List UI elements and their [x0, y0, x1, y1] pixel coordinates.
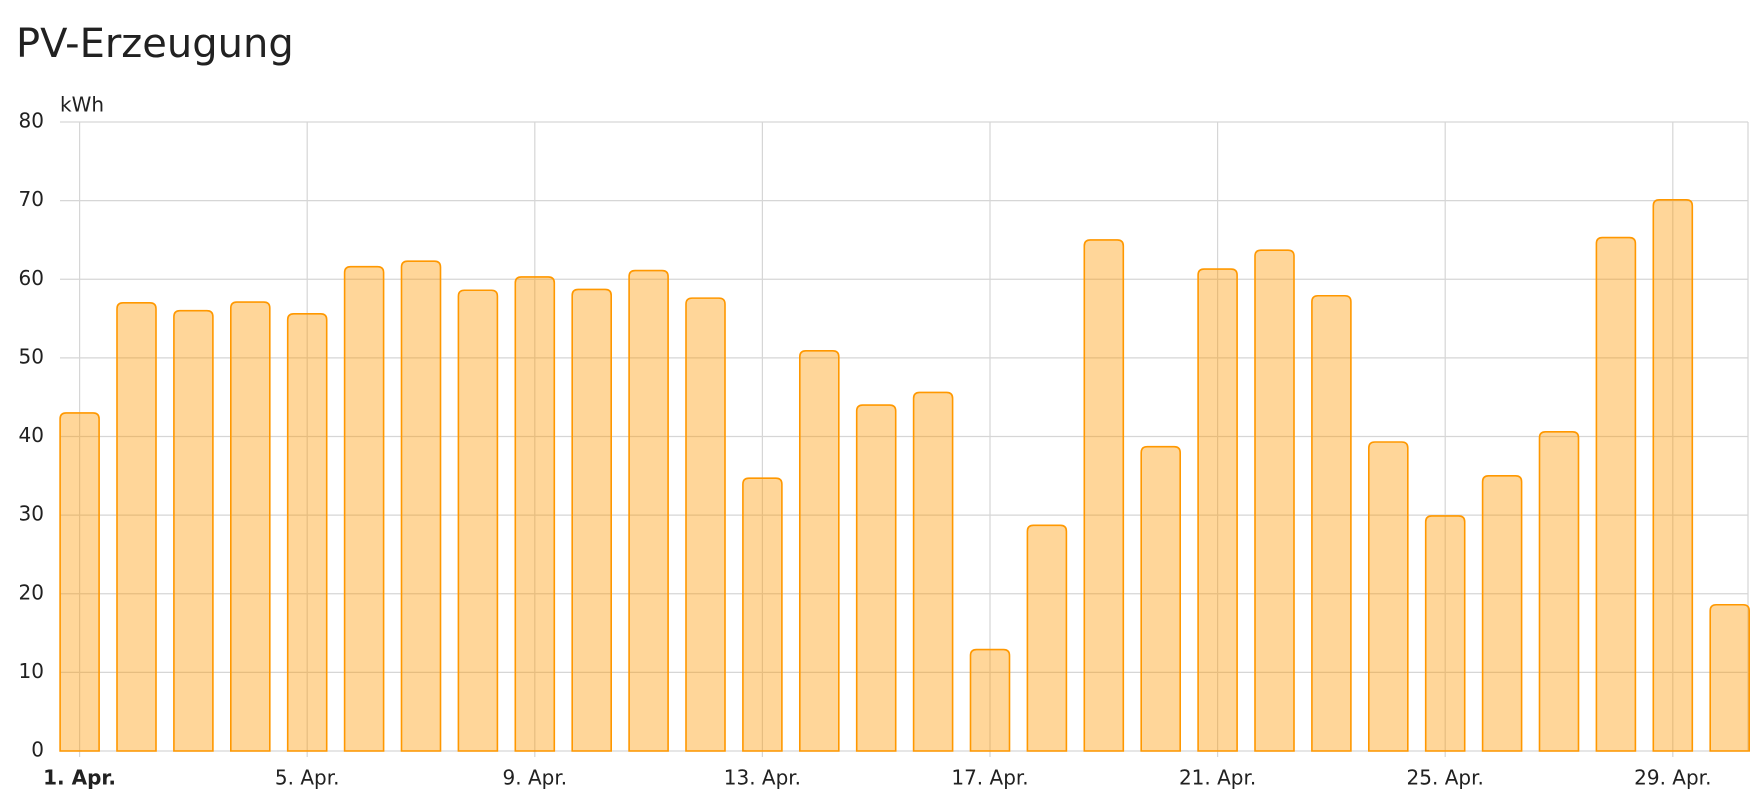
- bar: [230, 301, 271, 752]
- bar: [1254, 249, 1295, 752]
- y-tick-label: 50: [19, 344, 44, 368]
- x-tick-label: 29. Apr.: [1634, 766, 1711, 790]
- bar: [1481, 475, 1523, 752]
- bar: [116, 302, 157, 752]
- x-tick-label: 13. Apr.: [724, 766, 801, 790]
- y-tick-label: 80: [19, 109, 44, 133]
- bar: [173, 309, 214, 752]
- y-tick-label: 20: [19, 580, 44, 604]
- bar: [343, 265, 385, 752]
- bar: [286, 313, 328, 752]
- x-tick-label: 25. Apr.: [1407, 766, 1484, 790]
- y-axis-unit: kWh: [60, 93, 104, 117]
- bar: [628, 269, 669, 752]
- bar: [799, 349, 840, 752]
- y-tick-label: 70: [19, 187, 44, 211]
- bar: [59, 412, 100, 752]
- bar: [1197, 268, 1238, 752]
- y-tick-label: 60: [19, 266, 44, 290]
- bar: [1083, 239, 1125, 752]
- chart-title: PV-Erzeugung: [16, 21, 294, 67]
- bar: [1709, 603, 1750, 752]
- y-tick-label: 30: [19, 502, 44, 526]
- bar: [1026, 524, 1068, 752]
- bar: [1538, 430, 1580, 752]
- bar: [1595, 236, 1637, 752]
- bar: [1424, 515, 1466, 752]
- bar: [1652, 199, 1694, 752]
- y-tick-label: 10: [19, 659, 44, 683]
- bar: [912, 391, 954, 752]
- bar: [969, 648, 1011, 752]
- x-tick-label: 5. Apr.: [275, 766, 340, 790]
- bar: [1311, 294, 1352, 752]
- bar: [685, 297, 726, 752]
- bar: [1140, 445, 1181, 752]
- bar: [855, 404, 897, 752]
- bar: [400, 260, 442, 752]
- y-tick-label: 40: [19, 423, 44, 447]
- bar: [571, 288, 612, 752]
- bar: [1368, 441, 1409, 752]
- y-tick-label: 0: [31, 738, 44, 762]
- x-tick-label: 17. Apr.: [951, 766, 1028, 790]
- x-tick-label: 21. Apr.: [1179, 766, 1256, 790]
- bar: [742, 477, 783, 752]
- bar: [457, 289, 499, 752]
- x-tick-label: 1. Apr.: [43, 766, 116, 790]
- x-tick-label: 9. Apr.: [503, 766, 568, 790]
- bar: [514, 276, 556, 752]
